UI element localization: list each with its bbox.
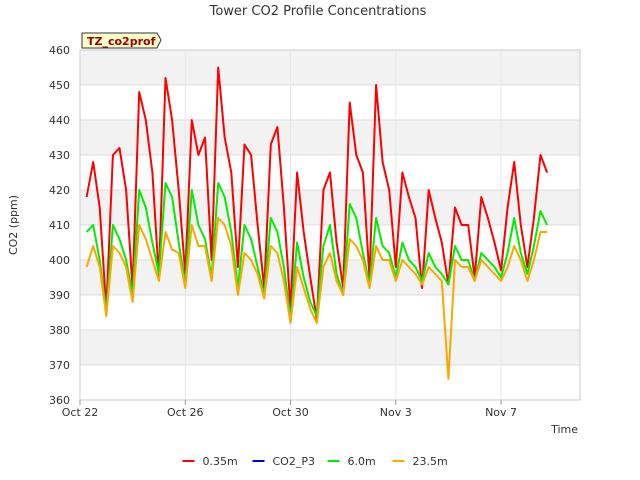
x-axis-ticks: Oct 22 Oct 26 Oct 30 Nov 3 Nov 7 [62, 400, 517, 419]
legend-label: 23.5m [413, 455, 448, 468]
y-axis-label: CO2 (ppm) [7, 195, 20, 255]
legend-label: CO2_P3 [273, 455, 315, 468]
chart-title: Tower CO2 Profile Concentrations [209, 4, 427, 19]
y-axis-ticks: 360 370 380 390 400 410 420 430 440 450 460 [49, 44, 70, 407]
y-tick-label: 390 [49, 289, 70, 302]
y-tick-label: 410 [49, 219, 70, 232]
legend-item: CO2_P3 [252, 455, 315, 468]
x-tick-label: Oct 26 [167, 406, 204, 419]
series-lines [85, 66, 549, 380]
x-tick-label: Nov 7 [485, 406, 517, 419]
series-line-23-5m [85, 217, 548, 380]
plot-band [80, 330, 580, 365]
x-tick-label: Oct 30 [272, 406, 309, 419]
legend-item: 6.0m [327, 455, 376, 468]
legend-label: 0.35m [203, 455, 238, 468]
legend-item: 23.5m [392, 455, 448, 468]
y-tick-label: 380 [49, 324, 70, 337]
y-tick-label: 370 [49, 359, 70, 372]
legend: 0.35m CO2_P3 6.0m 23.5m [182, 455, 448, 468]
legend-label: 6.0m [348, 455, 376, 468]
tag-label: TZ_co2prof [87, 35, 156, 48]
x-tick-label: Nov 3 [380, 406, 412, 419]
y-tick-label: 440 [49, 114, 70, 127]
y-tick-label: 420 [49, 184, 70, 197]
x-tick-label: Oct 22 [62, 406, 99, 419]
y-tick-label: 400 [49, 254, 70, 267]
y-tick-label: 430 [49, 149, 70, 162]
y-tick-label: 360 [49, 394, 70, 407]
plot-band [80, 50, 580, 85]
legend-item: 0.35m [182, 455, 238, 468]
tag-box: TZ_co2prof [81, 32, 162, 49]
plot-band [80, 120, 580, 155]
y-tick-label: 450 [49, 79, 70, 92]
x-axis-label: Time [550, 423, 578, 436]
y-tick-label: 460 [49, 44, 70, 57]
plot-frame [79, 49, 581, 401]
